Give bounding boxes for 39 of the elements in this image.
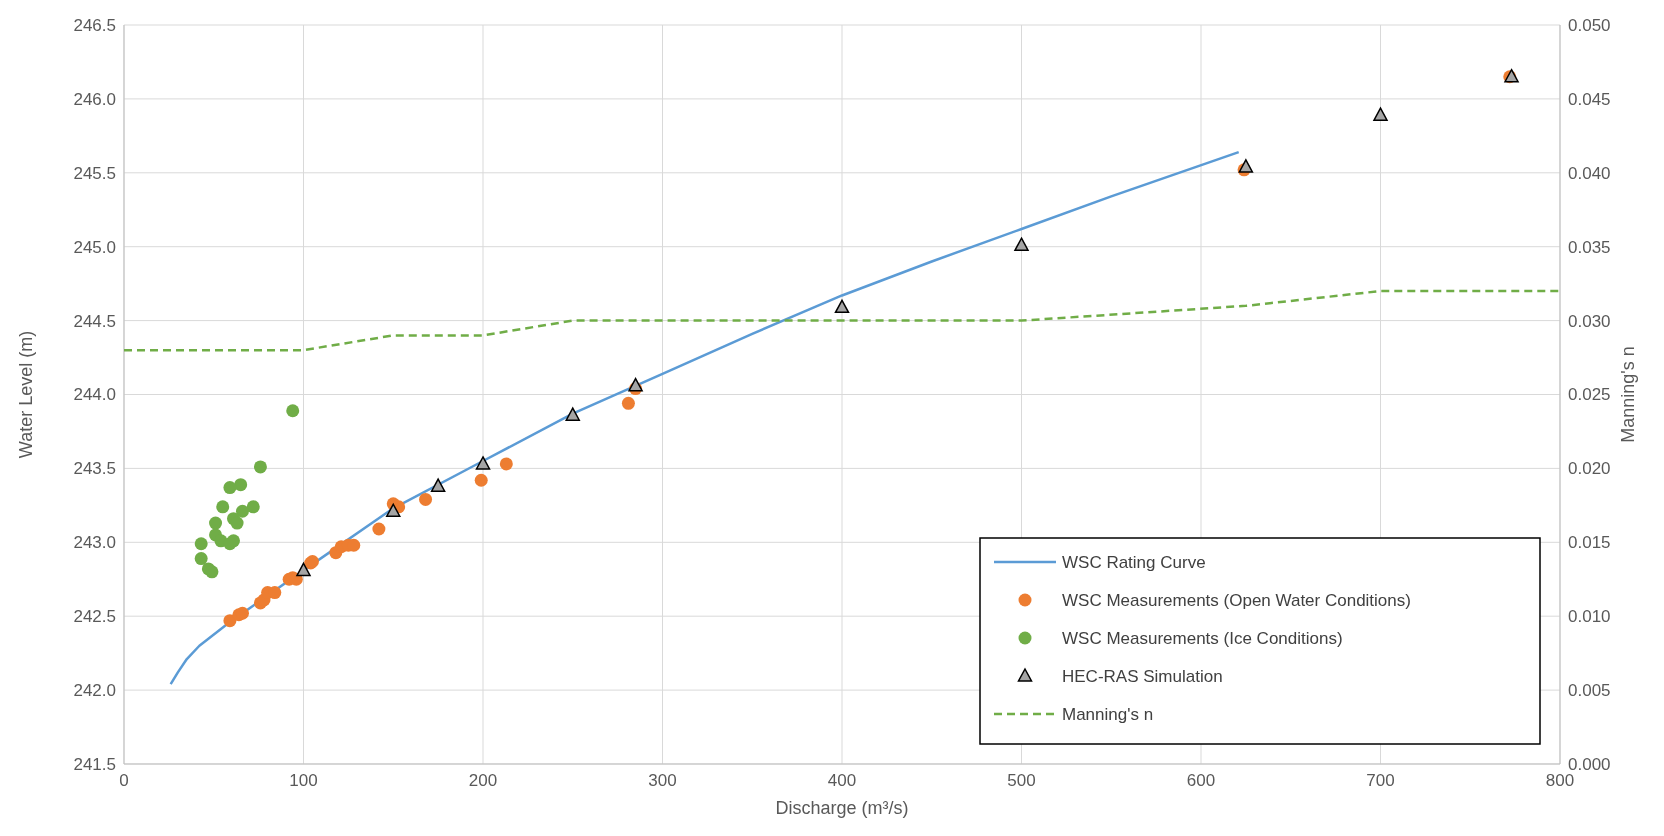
legend-label: WSC Measurements (Open Water Conditions) xyxy=(1062,590,1411,610)
y2-tick-label: 0.045 xyxy=(1568,89,1611,109)
x-tick-label: 0 xyxy=(119,771,129,790)
y-tick-label: 245.5 xyxy=(73,163,116,183)
legend-label: HEC-RAS Simulation xyxy=(1062,666,1223,686)
x-tick-label: 400 xyxy=(827,771,857,790)
y-tick-label: 243.0 xyxy=(73,533,116,553)
y-tick-label: 243.5 xyxy=(73,459,116,479)
y2-tick-label: 0.000 xyxy=(1568,754,1611,774)
legend-label: WSC Measurements (Ice Conditions) xyxy=(1062,628,1343,648)
y2-tick-label: 0.015 xyxy=(1568,533,1611,553)
y2-tick-label: 0.025 xyxy=(1568,385,1611,405)
y-tick-label: 245.0 xyxy=(73,237,116,257)
y2-tick-label: 0.040 xyxy=(1568,163,1611,183)
y-tick-label: 244.5 xyxy=(73,311,116,331)
x-tick-label: 200 xyxy=(468,771,498,790)
y2-axis-title: Manning's n xyxy=(1618,346,1638,443)
x-axis-title: Discharge (m³/s) xyxy=(775,798,909,818)
x-tick-label: 600 xyxy=(1186,771,1216,790)
y-axis-title: Water Level (m) xyxy=(16,330,36,459)
y2-tick-label: 0.020 xyxy=(1568,459,1611,479)
legend-label: WSC Rating Curve xyxy=(1062,552,1206,572)
x-tick-label: 700 xyxy=(1366,771,1395,790)
x-tick-label: 300 xyxy=(648,771,677,790)
y-tick-label: 244.0 xyxy=(73,385,116,405)
y2-tick-label: 0.010 xyxy=(1568,607,1611,627)
legend-label: Manning's n xyxy=(1062,704,1154,724)
y-tick-label: 242.5 xyxy=(73,607,116,627)
y-tick-label: 242.0 xyxy=(73,681,116,701)
y2-tick-label: 0.030 xyxy=(1568,311,1611,331)
x-tick-label: 800 xyxy=(1545,771,1575,790)
y2-tick-label: 0.005 xyxy=(1568,681,1611,701)
x-tick-label: 500 xyxy=(1007,771,1036,790)
y2-tick-label: 0.050 xyxy=(1568,15,1611,35)
x-tick-label: 100 xyxy=(289,771,318,790)
y-tick-label: 246.5 xyxy=(73,15,116,35)
y-tick-label: 241.5 xyxy=(73,754,116,774)
y-tick-label: 246.0 xyxy=(73,89,116,109)
y2-tick-label: 0.035 xyxy=(1568,237,1611,257)
